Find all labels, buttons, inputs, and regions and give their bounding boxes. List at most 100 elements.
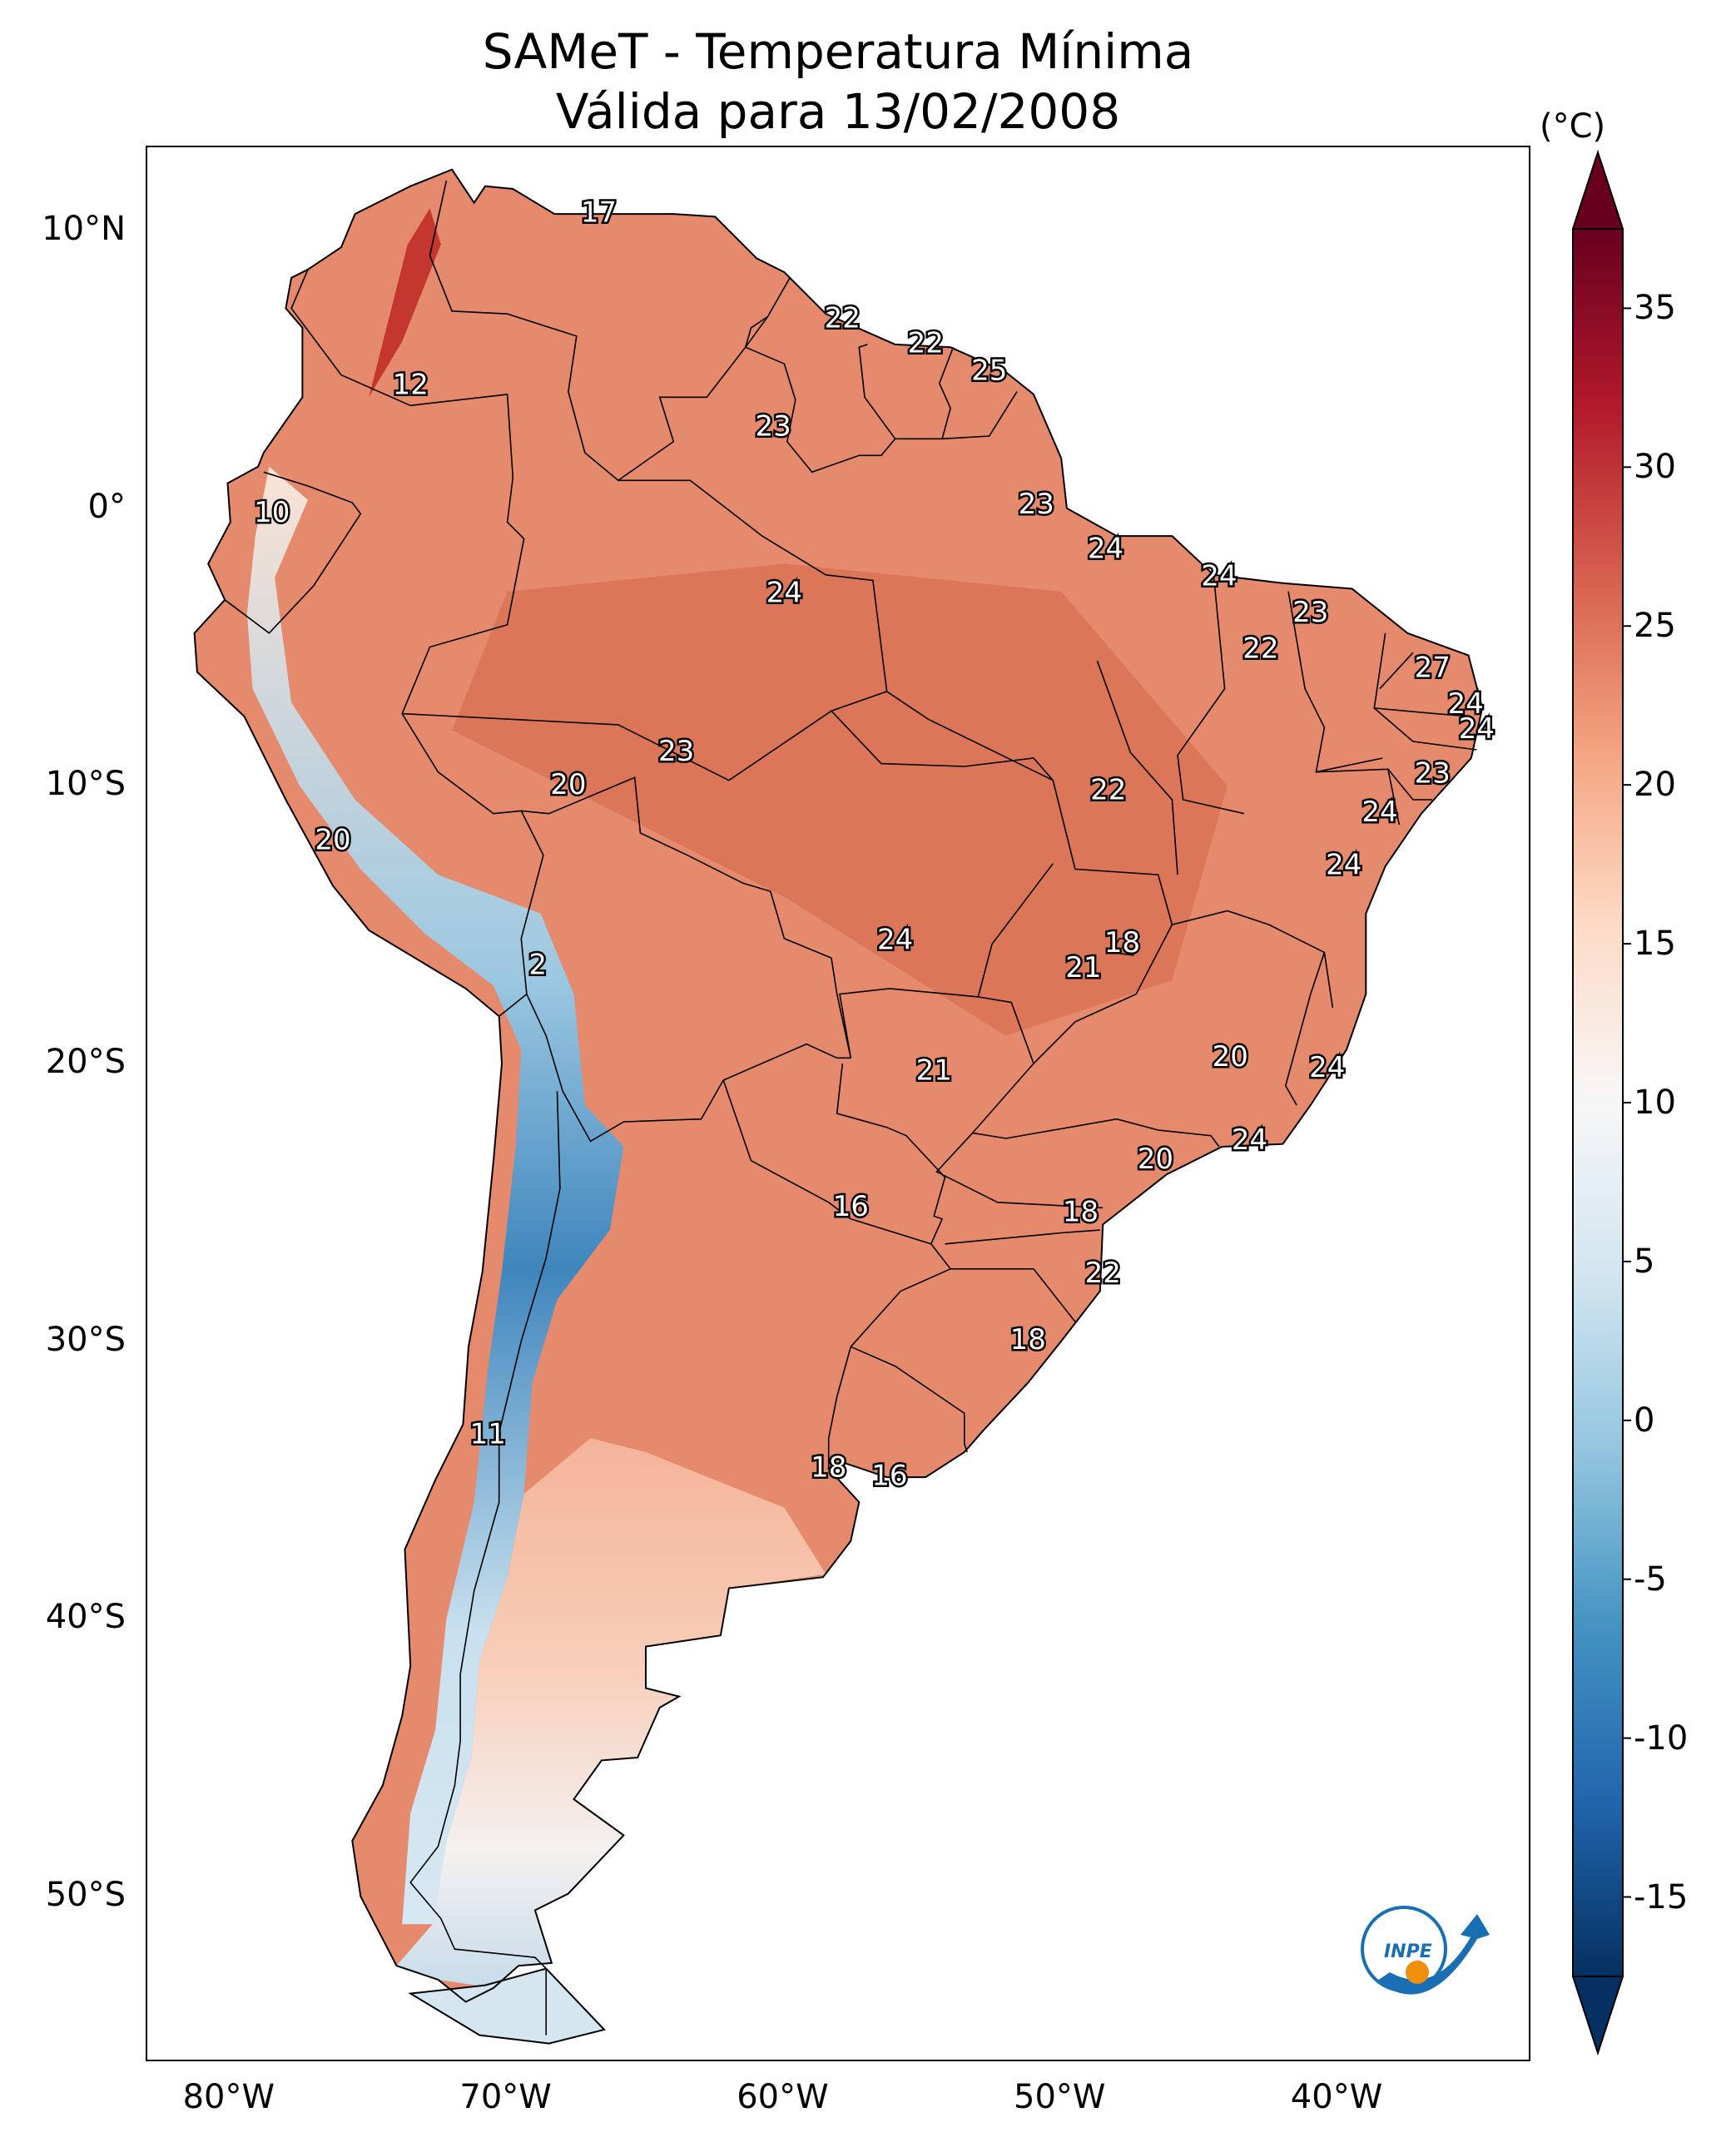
border-line-21 <box>1373 707 1477 751</box>
longitude-tick-label: 70°W <box>459 2078 552 2116</box>
latitude-tick-label: 20°S <box>45 1042 126 1081</box>
map-panel: 17 22 22 25 12 23 23 10 24 24 24 23 22 27 24 24 23 23 20 22… <box>146 146 1530 2061</box>
station-value-label: 20 <box>315 824 350 857</box>
station-value-label: 24 <box>1326 849 1362 882</box>
station-value-label: 18 <box>811 1451 846 1485</box>
border-line-15 <box>886 691 1334 1009</box>
station-value-label: 16 <box>833 1190 869 1223</box>
map-title-line2: Válida para 13/02/2008 <box>555 83 1121 140</box>
latitude-tick-label: 10°N <box>42 210 126 249</box>
border-line-5 <box>224 471 362 634</box>
border-line-23 <box>1316 768 1401 826</box>
colorbar-tick-label: 0 <box>1634 1401 1655 1440</box>
country-borders <box>193 168 1484 2045</box>
coastline <box>193 168 1484 2003</box>
station-value-label: 16 <box>871 1460 907 1493</box>
station-value-label: 12 <box>393 368 429 401</box>
colorbar-tick-label: 5 <box>1634 1242 1655 1281</box>
station-value-label: 22 <box>825 301 861 335</box>
colorbar-max-extend-icon <box>1571 149 1624 230</box>
border-line-27 <box>945 1229 1100 1245</box>
logo-dot-icon <box>1406 1961 1429 1984</box>
border-line-12 <box>850 1346 968 1453</box>
latitude-tick-label: 10°S <box>45 765 126 804</box>
longitude-tick-label: 50°W <box>1014 2078 1106 2116</box>
border-line-2 <box>744 315 955 474</box>
border-line-13 <box>402 710 1054 781</box>
station-value-label: 25 <box>971 355 1007 388</box>
station-value-label: 18 <box>1010 1323 1046 1356</box>
station-value-label: 11 <box>470 1418 506 1451</box>
border-line-9 <box>409 1091 561 1970</box>
station-value-label: 24 <box>1309 1051 1345 1084</box>
continent-land <box>194 169 1483 2002</box>
colorbar-tick-label: 35 <box>1634 289 1676 328</box>
station-value-label: 24 <box>1088 532 1123 565</box>
station-value-label: 23 <box>1019 488 1054 521</box>
border-line-18 <box>1287 591 1383 773</box>
border-line-16 <box>1096 660 1178 875</box>
inpe-logo: INPE <box>1352 1889 1502 2006</box>
colorbar-tick-label: 20 <box>1634 766 1676 805</box>
station-value-label: 20 <box>550 768 586 801</box>
station-value-label: 24 <box>877 924 913 957</box>
amazon-warm-core <box>452 563 1228 1036</box>
latitude-tick-label: 30°S <box>45 1320 126 1359</box>
station-value-label: 24 <box>1232 1123 1267 1157</box>
station-value-label: 23 <box>1415 757 1451 791</box>
patagonia-region <box>396 1438 826 1988</box>
border-line-25 <box>971 924 1220 1148</box>
map-title-line1: SAMeT - Temperatura Mínima <box>482 23 1194 80</box>
border-line-8 <box>722 1063 946 1245</box>
station-value-label: 22 <box>1085 1257 1121 1290</box>
tierra-del-fuego <box>410 1968 605 2044</box>
colorbar-gradient <box>1572 228 1624 1977</box>
tierra-del-fuego-coast <box>408 1967 607 2045</box>
station-value-label: 23 <box>755 410 791 444</box>
latitude-tick-label: 50°S <box>45 1875 126 1914</box>
border-line-17 <box>1177 574 1245 815</box>
colorbar-min-extend-icon <box>1571 1976 1624 2056</box>
longitude-tick-label: 80°W <box>182 2078 275 2116</box>
map-title: SAMeT - Temperatura Mínima Válida para 1… <box>146 22 1530 141</box>
station-value-label: 2 <box>528 949 547 982</box>
border-line-7 <box>526 994 851 1143</box>
border-line-26 <box>935 1132 1104 1209</box>
border-line-20 <box>1379 652 1414 690</box>
border-line-19 <box>1373 632 1471 717</box>
northern-colombia-warm-region <box>369 208 441 398</box>
border-line-4 <box>942 391 1018 440</box>
station-value-label: 21 <box>1065 951 1101 984</box>
station-value-label: 24 <box>1201 560 1237 593</box>
longitude-tick-label: 40°W <box>1290 2078 1383 2116</box>
logo-arrow-icon <box>1377 1914 1490 1995</box>
station-value-label: 27 <box>1415 652 1451 685</box>
colorbar-tick-label: 25 <box>1634 607 1676 646</box>
station-value-label: 24 <box>766 577 802 610</box>
station-value-label: 24 <box>1362 796 1397 829</box>
land-area <box>194 169 1483 2044</box>
andes-cold-region <box>246 466 624 1925</box>
colorbar-tick-label: 30 <box>1634 448 1676 487</box>
longitude-tick-label: 60°W <box>737 2078 829 2116</box>
border-line-1 <box>429 180 791 482</box>
border-line-30 <box>839 988 979 1059</box>
station-value-label: 18 <box>1063 1196 1099 1229</box>
border-line-22 <box>1387 768 1433 801</box>
logo-text: INPE <box>1384 1941 1432 1962</box>
station-value-label: 21 <box>916 1054 952 1088</box>
border-line-6 <box>521 776 852 1059</box>
colorbar-tick-label: -5 <box>1634 1559 1667 1599</box>
station-value-label: 17 <box>581 196 617 230</box>
latitude-tick-label: 0° <box>87 487 126 526</box>
border-line-3 <box>858 344 896 439</box>
border-line-31 <box>1109 937 1138 956</box>
colorbar-tick-label: 15 <box>1634 925 1676 964</box>
station-value-label: 22 <box>1242 632 1278 665</box>
border-line-28 <box>950 1268 1076 1322</box>
station-value-label: 22 <box>908 326 944 359</box>
colorbar-unit: (°C) <box>1540 107 1606 146</box>
station-value-label: 24 <box>1459 712 1495 746</box>
